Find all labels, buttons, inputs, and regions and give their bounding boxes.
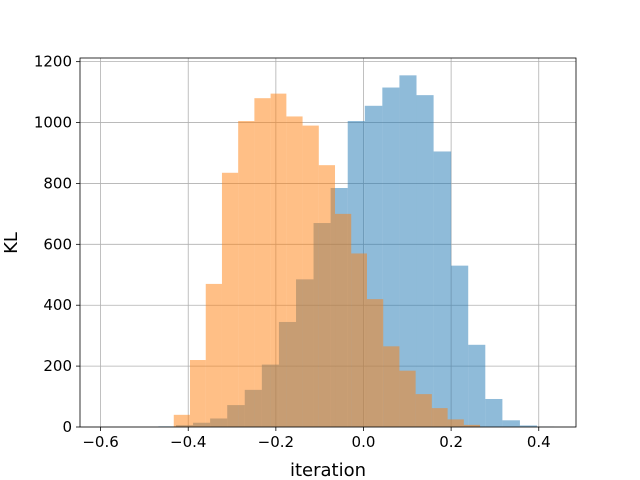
x-tick-label: −0.2 bbox=[258, 433, 294, 451]
histogram-bar-series-2 bbox=[173, 414, 190, 427]
y-tick-label: 800 bbox=[43, 174, 72, 192]
y-tick-label: 1000 bbox=[34, 114, 72, 132]
histogram-bar-series-2 bbox=[270, 93, 287, 428]
histogram-bar-series-1 bbox=[433, 151, 452, 427]
histogram-bar-series-1 bbox=[382, 87, 400, 428]
y-axis-label: KL bbox=[1, 232, 22, 254]
histogram-bar-series-2 bbox=[286, 116, 303, 427]
y-tick-label: 0 bbox=[62, 418, 72, 436]
histogram-bar-series-1 bbox=[399, 75, 417, 428]
y-tick-label: 400 bbox=[43, 296, 72, 314]
histogram-bar-series-2 bbox=[221, 172, 239, 427]
histogram-bar-series-1 bbox=[519, 425, 538, 427]
histogram-bar-series-2 bbox=[447, 419, 464, 427]
histogram-bar-series-2 bbox=[335, 213, 352, 427]
x-tick-label: 0.4 bbox=[527, 433, 551, 451]
histogram-bar-series-1 bbox=[485, 398, 503, 427]
histogram-bar-series-2 bbox=[254, 98, 271, 428]
histogram-bar-series-2 bbox=[366, 299, 384, 427]
histogram-bar-series-2 bbox=[351, 253, 367, 427]
histogram-bar-series-2 bbox=[463, 424, 481, 427]
x-tick-label: 0.0 bbox=[352, 433, 376, 451]
y-tick-label: 200 bbox=[43, 357, 72, 375]
histogram-bar-series-1 bbox=[468, 344, 486, 427]
histogram-bar-series-2 bbox=[238, 121, 255, 427]
histogram-bar-series-2 bbox=[415, 394, 432, 427]
y-tick-label: 1200 bbox=[34, 53, 72, 71]
axis-ticks: −0.6 −0.4 −0.2 0.0 0.2 0.4 0 200 400 600 800 1000 12… bbox=[34, 53, 551, 451]
histogram-bar-series-1 bbox=[416, 95, 434, 428]
histogram-bar-series-1 bbox=[451, 265, 469, 427]
plot-frame bbox=[79, 57, 577, 428]
x-axis-label: iteration bbox=[290, 460, 366, 480]
histogram-bar-series-2 bbox=[318, 165, 336, 427]
x-tick-label: −0.6 bbox=[82, 433, 118, 451]
histogram-bar-series-1 bbox=[502, 420, 520, 427]
x-tick-label: 0.2 bbox=[439, 433, 463, 451]
histogram-bar-series-2 bbox=[302, 125, 319, 427]
y-tick-label: 600 bbox=[43, 235, 72, 253]
histogram-bar-series-2 bbox=[399, 370, 416, 427]
histogram-bar-series-2 bbox=[205, 283, 222, 427]
histogram-bar-series-2 bbox=[431, 408, 448, 427]
histogram-bar-series-2 bbox=[189, 360, 206, 427]
x-tick-label: −0.4 bbox=[170, 433, 206, 451]
histogram-bar-series-2 bbox=[383, 346, 400, 427]
histogram-bars bbox=[158, 75, 555, 428]
